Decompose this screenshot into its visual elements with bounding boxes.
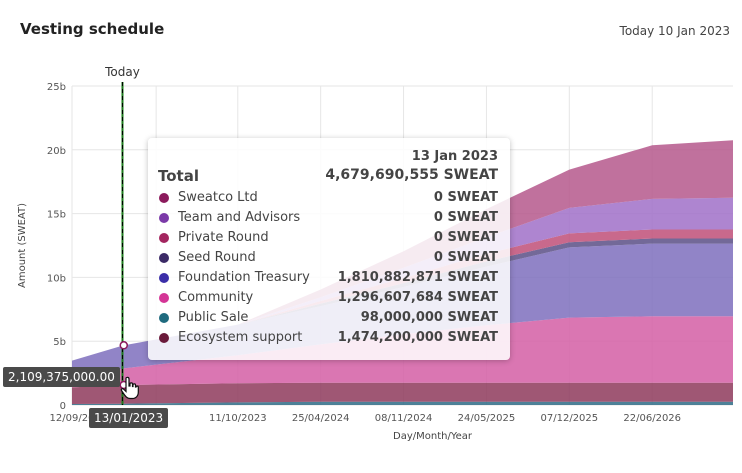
series-dot-icon [159,293,169,303]
y-axis-title: Amount (SWEAT) [17,203,28,288]
tooltip-row: Private Round 0 SWEAT [158,229,498,249]
tooltip-total-row: Total 4,679,690,555 SWEAT [158,167,498,187]
chart-title: Vesting schedule [20,20,165,38]
tooltip-total-label: Total [158,167,199,185]
area-public-sale [72,401,733,405]
series-dot-icon [159,253,169,263]
y-tick-label: 25b [47,82,66,93]
tooltip-row: Community 1,296,607,684 SWEAT [158,289,498,309]
tooltip-series-value: 1,296,607,684 SWEAT [337,290,498,305]
tooltip-series-name: Private Round [178,230,269,245]
tooltip-row: Public Sale 98,000,000 SWEAT [158,309,498,329]
tooltip-series-value: 0 SWEAT [433,250,498,265]
today-label: Today [104,65,140,79]
tooltip-row: Sweatco Ltd 0 SWEAT [158,189,498,209]
hand-cursor-icon [120,376,139,400]
tooltip-series-value: 1,474,200,000 SWEAT [337,330,498,345]
tooltip-row: Foundation Treasury 1,810,882,871 SWEAT [158,269,498,289]
tooltip-date: 13 Jan 2023 [411,149,498,164]
series-dot-icon [159,193,169,203]
crosshair-x-label: 13/01/2023 [89,408,169,428]
y-tick-label: 20b [47,146,66,157]
tooltip-series-name: Foundation Treasury [178,270,310,285]
tooltip-series-value: 98,000,000 SWEAT [360,310,498,325]
series-dot-icon [159,333,169,343]
tooltip-series-name: Team and Advisors [178,210,301,225]
tooltip-series-name: Community [178,290,254,305]
y-tick-label: 10b [47,273,66,284]
series-dot-icon [159,273,169,283]
tooltip-row: Team and Advisors 0 SWEAT [158,209,498,229]
tooltip-series-list: Sweatco Ltd 0 SWEAT Team and Advisors 0 SWE… [158,189,498,349]
tooltip-series-name: Seed Round [178,250,256,265]
tooltip-series-value: 1,810,882,871 SWEAT [337,270,498,285]
tooltip-series-name: Public Sale [178,310,249,325]
crosshair-y-label: 2,109,375,000.00 [3,367,120,387]
x-tick-label: 11/10/2023 [209,413,267,424]
tooltip-row: Ecosystem support 1,474,200,000 SWEAT [158,329,498,349]
series-dot-icon [159,213,169,223]
tooltip-total-value: 4,679,690,555 SWEAT [325,167,498,183]
x-tick-label: 22/06/2026 [623,413,681,424]
tooltip-series-value: 0 SWEAT [433,230,498,245]
series-dot-icon [159,233,169,243]
x-tick-label: 12/09/20 [50,413,95,424]
tooltip-series-value: 0 SWEAT [433,210,498,225]
y-tick-label: 0 [60,401,66,412]
y-tick-label: 15b [47,210,66,221]
x-tick-label: 07/12/2025 [541,413,599,424]
x-tick-label: 08/11/2024 [375,413,433,424]
tooltip-row: Seed Round 0 SWEAT [158,249,498,269]
tooltip-series-name: Sweatco Ltd [178,190,258,205]
x-tick-label: 24/05/2025 [458,413,516,424]
y-tick-label: 5b [53,337,66,348]
tooltip-series-name: Ecosystem support [178,330,303,345]
hover-point [119,341,129,350]
area-sweatco-ltd [72,140,733,361]
today-date-label: Today 10 Jan 2023 [619,24,730,38]
area-ecosystem-support [72,382,733,404]
x-tick-label: 25/04/2024 [292,413,350,424]
area-team-and-advisors [72,197,733,361]
chart-tooltip: 13 Jan 2023 Total 4,679,690,555 SWEAT Sw… [148,138,510,360]
tooltip-series-value: 0 SWEAT [433,190,498,205]
series-dot-icon [159,313,169,323]
x-axis-title: Day/Month/Year [393,431,473,442]
